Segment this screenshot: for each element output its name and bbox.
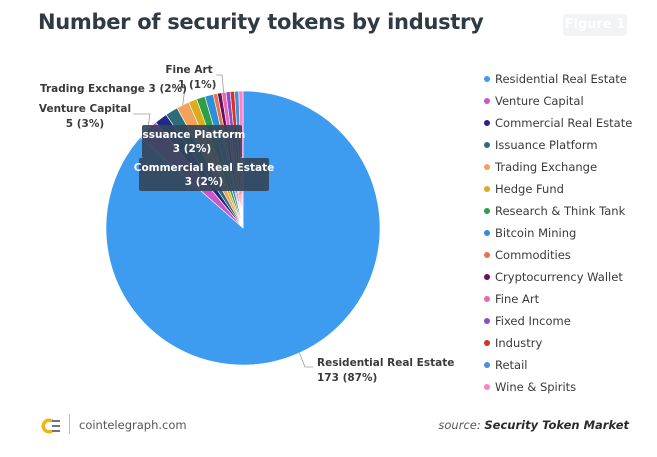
legend-item-industry[interactable]: Industry: [484, 332, 632, 354]
legend-item-research-and-think-tank[interactable]: Research & Think Tank: [484, 200, 632, 222]
legend-marker-hedge-fund: [484, 186, 490, 192]
cointelegraph-logo-icon: [41, 418, 60, 434]
legend-label-research-and-think-tank: Research & Think Tank: [495, 204, 626, 218]
legend-label-cryptocurrency-wallet: Cryptocurrency Wallet: [495, 270, 623, 284]
legend-label-fixed-income: Fixed Income: [495, 314, 571, 328]
legend-marker-wine-and-spirits: [484, 384, 490, 390]
legend-item-venture-capital[interactable]: Venture Capital: [484, 90, 632, 112]
legend-item-residential-real-estate[interactable]: Residential Real Estate: [484, 68, 632, 90]
legend-label-residential-real-estate: Residential Real Estate: [495, 72, 627, 86]
legend-label-fine-art: Fine Art: [495, 292, 540, 306]
tooltip-label-issuance-platform: Issuance Platform: [139, 129, 246, 141]
callout-value-fine-art: 1 (1%): [178, 79, 216, 91]
tooltip-value-issuance-platform: 3 (2%): [173, 143, 211, 155]
legend-marker-commodities: [484, 252, 490, 258]
callout-label-trading-exchange: Trading Exchange 3 (2%): [40, 83, 187, 95]
legend-label-trading-exchange: Trading Exchange: [495, 160, 598, 174]
callout-value-venture-capital: 5 (3%): [66, 118, 104, 130]
legend-marker-venture-capital: [484, 98, 490, 104]
callout-label-residential-real-estate: Residential Real Estate: [317, 357, 454, 369]
legend-marker-issuance-platform: [484, 142, 490, 148]
legend-item-commercial-real-estate[interactable]: Commercial Real Estate: [484, 112, 632, 134]
legend-label-industry: Industry: [495, 336, 543, 350]
legend-item-hedge-fund[interactable]: Hedge Fund: [484, 178, 632, 200]
chart-title: Number of security tokens by industry: [38, 10, 484, 34]
tooltip-value-commercial-real-estate: 3 (2%): [185, 176, 223, 188]
legend-item-issuance-platform[interactable]: Issuance Platform: [484, 134, 632, 156]
source-prefix: source:: [438, 418, 481, 432]
legend-label-hedge-fund: Hedge Fund: [495, 182, 564, 196]
legend-item-fixed-income[interactable]: Fixed Income: [484, 310, 632, 332]
legend-item-bitcoin-mining[interactable]: Bitcoin Mining: [484, 222, 632, 244]
legend-marker-residential-real-estate: [484, 76, 490, 82]
legend-label-retail: Retail: [495, 358, 528, 372]
legend-label-commodities: Commodities: [495, 248, 571, 262]
pie-slice-residential-real-estate[interactable]: [105, 90, 381, 366]
footer-separator: [69, 414, 70, 434]
leader-trading-exchange: [172, 87, 186, 106]
legend-item-cryptocurrency-wallet[interactable]: Cryptocurrency Wallet: [484, 266, 632, 288]
figure-badge: Figure 1: [563, 14, 627, 36]
leader-fine-art: [216, 74, 225, 93]
leader-residential-real-estate: [299, 352, 313, 368]
legend-label-venture-capital: Venture Capital: [495, 94, 584, 108]
legend-marker-cryptocurrency-wallet: [484, 274, 490, 280]
legend-item-retail[interactable]: Retail: [484, 354, 632, 376]
legend-item-trading-exchange[interactable]: Trading Exchange: [484, 156, 632, 178]
legend-marker-industry: [484, 340, 490, 346]
legend-item-commodities[interactable]: Commodities: [484, 244, 632, 266]
legend-item-wine-and-spirits[interactable]: Wine & Spirits: [484, 376, 632, 398]
legend-marker-fine-art: [484, 296, 490, 302]
legend-label-issuance-platform: Issuance Platform: [495, 138, 598, 152]
callout-label-fine-art: Fine Art: [165, 64, 212, 76]
footer-site-link[interactable]: cointelegraph.com: [79, 418, 187, 432]
callout-value-residential-real-estate: 173 (87%): [317, 372, 377, 384]
legend-marker-retail: [484, 362, 490, 368]
legend-marker-research-and-think-tank: [484, 208, 490, 214]
tooltip-box-commercial-real-estate: [139, 158, 269, 191]
legend-marker-trading-exchange: [484, 164, 490, 170]
legend-marker-commercial-real-estate: [484, 120, 490, 126]
legend: Residential Real Estate Venture Capital Co…: [484, 68, 632, 398]
tooltip-box-issuance-platform: [142, 125, 242, 158]
legend-label-commercial-real-estate: Commercial Real Estate: [495, 116, 633, 130]
legend-label-wine-and-spirits: Wine & Spirits: [495, 380, 577, 394]
legend-item-fine-art[interactable]: Fine Art: [484, 288, 632, 310]
tooltip-label-commercial-real-estate: Commercial Real Estate: [134, 162, 274, 174]
legend-marker-fixed-income: [484, 318, 490, 324]
leader-venture-capital: [133, 113, 151, 130]
legend-marker-bitcoin-mining: [484, 230, 490, 236]
source-name: Security Token Market: [484, 418, 629, 432]
callout-label-venture-capital: Venture Capital: [39, 103, 131, 115]
footer-source: source: Security Token Market: [438, 418, 629, 432]
legend-label-bitcoin-mining: Bitcoin Mining: [495, 226, 577, 240]
